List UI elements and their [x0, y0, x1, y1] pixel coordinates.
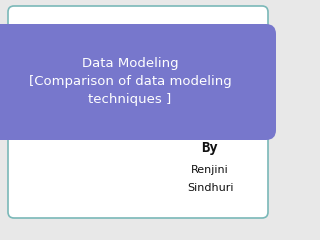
Text: By: By: [202, 141, 218, 155]
Text: Data Modeling
[Comparison of data modeling
techniques ]: Data Modeling [Comparison of data modeli…: [28, 58, 231, 107]
FancyBboxPatch shape: [0, 24, 276, 140]
FancyBboxPatch shape: [8, 6, 268, 218]
Text: Renjini: Renjini: [191, 165, 229, 175]
Text: Sindhuri: Sindhuri: [187, 183, 233, 193]
